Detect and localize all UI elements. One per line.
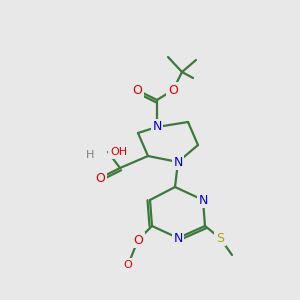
Text: O: O: [95, 172, 105, 184]
Text: S: S: [216, 232, 224, 244]
Text: N: N: [173, 155, 183, 169]
Text: N: N: [198, 194, 208, 206]
Text: O: O: [132, 83, 142, 97]
Text: O: O: [168, 83, 178, 97]
Text: OH: OH: [110, 147, 127, 157]
Text: N: N: [173, 232, 183, 244]
Text: O: O: [124, 260, 132, 270]
Text: O: O: [133, 233, 143, 247]
Text: N: N: [152, 121, 162, 134]
Text: H: H: [86, 150, 94, 160]
